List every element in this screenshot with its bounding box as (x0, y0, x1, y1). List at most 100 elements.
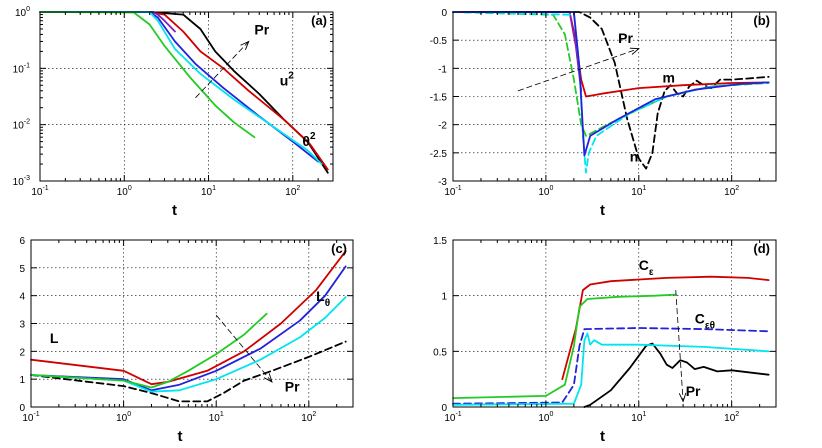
series-red-line (39, 11, 329, 171)
curve-annotation: Cεθ (695, 311, 715, 332)
series-group-a (39, 11, 329, 174)
x-tick-label-base: 10 (209, 413, 221, 424)
panel-label: (b) (753, 13, 770, 28)
x-tick-label-base: 10 (724, 187, 736, 198)
x-tick-label-base: 10 (116, 413, 128, 424)
y-tick-label: 1.5 (433, 236, 447, 247)
y-tick-label-exponent: -3 (24, 175, 30, 182)
curve-annotation-text: C (639, 257, 649, 273)
series-black-line (30, 340, 347, 403)
grid-b (453, 12, 776, 181)
x-tick-label-exponent: 0 (550, 411, 554, 418)
y-tick-label-base: 10 (15, 8, 27, 19)
y-tick-label: 0 (441, 403, 447, 414)
y-tick-label: -1.5 (430, 93, 448, 104)
y-tick-label: 0.5 (433, 347, 447, 358)
x-tick-label-exponent: 1 (642, 411, 646, 418)
grid-c (31, 240, 353, 407)
series-green-line (39, 11, 256, 139)
x-tick-label: 102 (724, 185, 739, 198)
x-tick-label-exponent: 1 (212, 185, 216, 192)
y-tick-label-base: 10 (13, 121, 25, 132)
y-tick-label: 1 (441, 292, 447, 303)
plot-frame-a (39, 11, 334, 182)
curve-annotation-superscript: 2 (310, 131, 316, 142)
series-group-c (30, 250, 347, 403)
y-tick-label: 4 (19, 292, 25, 303)
trend-arrow-line (675, 290, 684, 402)
y-tick-label: 6 (19, 236, 25, 247)
x-tick-label: 102 (285, 185, 300, 198)
x-tick-label-base: 10 (538, 187, 550, 198)
curve-annotation-text: u (280, 72, 289, 88)
x-tick-label: 100 (116, 411, 131, 424)
series-cyan-line (30, 296, 347, 393)
trend-arrow-head (240, 40, 250, 50)
curve-annotation: Cε (639, 257, 654, 278)
curve-annotation: Pr (686, 383, 701, 399)
curve-annotation-subscript: εθ (705, 321, 715, 332)
series-black-line (39, 11, 329, 174)
x-tick-label-base: 10 (31, 187, 43, 198)
x-tick-label-base: 10 (538, 413, 550, 424)
series-group-d (452, 275, 770, 408)
x-tick-label: 10-1 (22, 411, 39, 424)
y-tick-label: 0 (19, 403, 25, 414)
panel-label: (c) (331, 241, 347, 256)
x-tick-label-base: 10 (22, 413, 34, 424)
x-tick-label: 101 (631, 411, 646, 424)
series-group-b (452, 11, 770, 174)
curve-annotation-text: Pr (254, 21, 269, 37)
series-blue-line (452, 11, 770, 157)
x-axis-label: t (600, 428, 605, 445)
x-tick-label: 102 (301, 411, 316, 424)
curve-annotation: Pr (285, 379, 300, 395)
x-tick-label: 101 (631, 185, 646, 198)
x-axis-label: t (600, 202, 605, 219)
trend-arrow-line (215, 314, 273, 383)
y-tick-label: 1 (19, 375, 25, 386)
grid-a (40, 12, 333, 181)
x-tick-label: 101 (201, 185, 216, 198)
series-black-line (452, 11, 770, 170)
curve-annotation: θ2 (302, 131, 316, 149)
curve-annotation-subscript: ε (649, 267, 654, 278)
x-tick-label: 10-1 (31, 185, 48, 198)
x-tick-label-exponent: -1 (33, 411, 39, 418)
curve-annotation-subscript: θ (325, 298, 330, 309)
x-tick-label: 102 (724, 411, 739, 424)
plot-frame-d (452, 239, 777, 408)
x-tick-label-base: 10 (117, 187, 129, 198)
curve-annotation: Lθ (316, 288, 330, 309)
x-tick-label-exponent: 2 (312, 411, 316, 418)
panel-label: (d) (753, 241, 770, 256)
y-tick-label: -2.5 (430, 149, 448, 160)
curve-annotation-text: θ (302, 133, 310, 149)
y-tick-label: 2 (19, 347, 25, 358)
x-tick-label-base: 10 (444, 187, 456, 198)
series-blue-line (39, 11, 320, 163)
panel-label: (a) (311, 13, 327, 28)
x-tick-label-base: 10 (631, 413, 643, 424)
y-tick-label-exponent: -1 (24, 62, 30, 69)
y-tick-label-exponent: -2 (24, 119, 30, 126)
curve-annotation: L (50, 330, 59, 346)
curve-annotation-text: Pr (618, 30, 633, 46)
trend-arrow-line (517, 48, 639, 92)
y-tick-label-base: 10 (13, 64, 25, 75)
curve-annotation-text: Pr (686, 383, 701, 399)
x-tick-label-base: 10 (301, 413, 313, 424)
curve-annotation-text: n (630, 148, 639, 164)
curve-annotation: m (662, 69, 674, 85)
curve-annotation-text: L (50, 330, 59, 346)
curve-annotation-text: C (695, 311, 705, 327)
y-tick-label: 10-1 (13, 62, 30, 75)
y-tick-label: -2 (438, 121, 447, 132)
y-tick-label: -0.5 (430, 36, 448, 47)
curve-annotation: Pr (254, 21, 269, 37)
